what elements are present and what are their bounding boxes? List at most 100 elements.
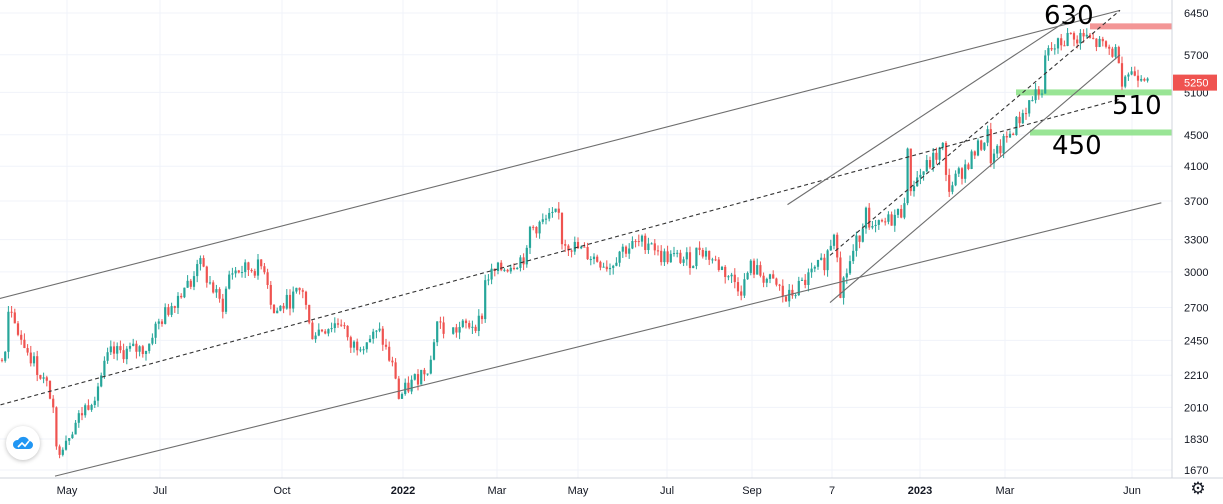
level-band[interactable] <box>1090 23 1172 30</box>
last-price-badge <box>1173 74 1217 91</box>
candle-body <box>589 259 592 261</box>
trend-line[interactable] <box>787 12 1079 206</box>
candle-body <box>279 305 282 311</box>
candle-body <box>58 446 61 455</box>
candle-body <box>359 349 362 351</box>
candle-body <box>272 304 276 314</box>
candle-body <box>986 129 989 143</box>
level-band[interactable] <box>1030 129 1172 136</box>
logo-button[interactable] <box>6 426 40 460</box>
dashed-trend-line[interactable] <box>829 9 1121 256</box>
candle-body <box>669 253 672 263</box>
candle-body <box>311 322 314 340</box>
candle-body <box>1053 48 1056 50</box>
candle-body <box>576 241 580 249</box>
candle-body <box>74 422 77 435</box>
horizontal-levels[interactable] <box>1016 23 1172 136</box>
candle-body <box>1066 32 1069 46</box>
candle-body <box>1015 116 1018 135</box>
candle-body <box>231 273 234 275</box>
dashed-trend-line[interactable] <box>0 98 1121 416</box>
candle-body <box>580 246 583 249</box>
candle-body <box>221 298 224 312</box>
trend-line[interactable] <box>54 202 1162 477</box>
candle-body <box>503 269 506 271</box>
candle-body <box>288 294 292 309</box>
candle-body <box>749 260 752 273</box>
y-tick-label: 2450 <box>1184 335 1208 347</box>
candle-body <box>141 346 144 355</box>
candle-body <box>343 325 346 327</box>
candle-body <box>1028 100 1031 114</box>
candle-body <box>733 274 736 283</box>
candle-body <box>349 337 352 348</box>
candle-body <box>208 282 212 284</box>
trend-line[interactable] <box>829 54 1121 303</box>
candle-body <box>1079 32 1082 44</box>
candle-body <box>605 266 608 270</box>
candle-body <box>695 247 698 267</box>
candle-body <box>308 304 311 323</box>
candle-body <box>631 241 634 249</box>
candle-body <box>647 243 650 251</box>
candle-body <box>528 226 532 248</box>
candle-body <box>439 321 442 323</box>
candle-body <box>852 250 855 262</box>
candle-body <box>884 221 887 223</box>
candle-body <box>861 228 864 242</box>
candle-body <box>1143 78 1146 81</box>
candle-body <box>90 405 93 410</box>
candle-body <box>52 398 55 408</box>
candle-body <box>1024 113 1028 115</box>
candle-body <box>42 377 45 379</box>
level-annotation: 510 <box>1112 91 1162 121</box>
y-tick-label: 2010 <box>1184 402 1208 414</box>
y-tick-label: 4100 <box>1184 161 1208 173</box>
candle-body <box>522 257 525 265</box>
candle-body <box>167 307 170 315</box>
candle-body <box>1072 33 1076 40</box>
x-tick-label: Jul <box>153 485 167 497</box>
candle-body <box>416 374 420 385</box>
candle-body <box>29 352 32 364</box>
candle-body <box>688 252 692 269</box>
candle-body <box>999 145 1002 154</box>
candle-body <box>932 152 935 168</box>
candle-body <box>554 208 557 212</box>
candle-body <box>362 349 365 351</box>
candle-body <box>1037 89 1040 95</box>
candle-body <box>778 284 781 286</box>
level-band[interactable] <box>1016 89 1172 96</box>
candle-body <box>1114 47 1117 57</box>
candle-body <box>189 280 192 287</box>
candle-body <box>1127 74 1130 77</box>
candle-body <box>874 224 877 227</box>
gear-icon[interactable]: ⚙ <box>1190 479 1206 499</box>
candle-body <box>711 259 714 261</box>
x-tick-label: Mar <box>488 485 507 497</box>
candle-body <box>407 382 410 392</box>
candle-body <box>260 259 263 267</box>
candle-body <box>26 348 29 353</box>
candle-body <box>202 258 205 267</box>
candle-body <box>1082 32 1085 37</box>
candle-body <box>788 289 791 302</box>
candle-body <box>212 282 215 293</box>
candle-body <box>1120 63 1124 87</box>
y-tick-label: 3300 <box>1184 235 1208 247</box>
x-tick-label: 7 <box>829 485 835 497</box>
candle-body <box>871 226 874 228</box>
candle-body <box>516 267 519 270</box>
trend-line[interactable] <box>0 9 1121 308</box>
trend-lines[interactable] <box>0 9 1162 477</box>
candle-body <box>176 295 180 308</box>
candle-body <box>455 327 458 333</box>
candle-body <box>1111 48 1114 57</box>
candle-body <box>474 326 477 331</box>
candle-body <box>423 369 426 375</box>
candle-body <box>464 320 468 324</box>
candle-body <box>928 160 932 168</box>
candle-body <box>624 246 628 254</box>
